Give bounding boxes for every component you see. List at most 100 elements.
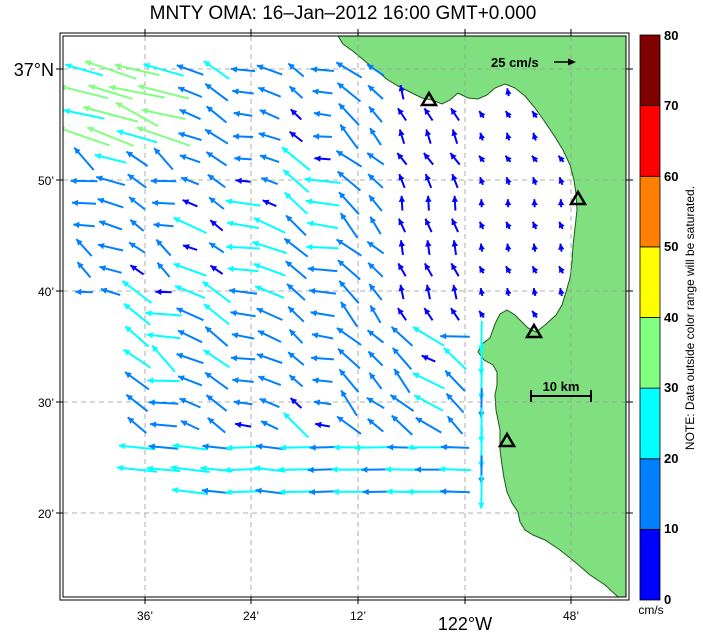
current-vector — [251, 240, 288, 255]
current-vector — [118, 442, 156, 451]
current-vector — [235, 177, 251, 184]
current-vector — [205, 394, 228, 412]
current-vector — [204, 82, 229, 102]
current-vector — [504, 199, 512, 208]
current-vector — [76, 261, 92, 279]
current-vector — [259, 154, 280, 164]
current-vector — [367, 418, 384, 433]
current-vector — [398, 284, 405, 300]
station-marker — [568, 189, 588, 206]
current-vector — [367, 84, 384, 100]
current-vector — [389, 394, 415, 412]
station-marker — [524, 322, 544, 339]
current-vector — [232, 88, 254, 95]
current-vector — [366, 152, 385, 166]
colorbar-units: cm/s — [638, 603, 663, 617]
current-vector — [178, 131, 202, 142]
current-vector — [531, 310, 539, 319]
current-vector — [288, 328, 304, 344]
current-vector — [176, 307, 204, 322]
current-vector — [180, 419, 200, 431]
current-vector — [208, 241, 225, 254]
current-vector — [256, 307, 283, 321]
colorbar-segment — [639, 34, 661, 107]
current-vector — [304, 176, 341, 184]
current-vector — [451, 240, 458, 256]
current-vector — [312, 88, 333, 95]
current-vector — [440, 488, 470, 495]
current-vector — [287, 62, 305, 78]
current-vector — [287, 305, 305, 323]
current-vector — [505, 243, 512, 252]
current-vector — [425, 195, 432, 211]
current-vector — [116, 464, 158, 473]
current-vector — [444, 369, 466, 392]
current-vector — [253, 217, 286, 234]
current-vector — [369, 304, 382, 324]
current-vector — [123, 302, 151, 326]
current-vector — [253, 263, 286, 277]
current-vector — [150, 177, 177, 185]
current-vector — [171, 487, 209, 495]
current-vector — [64, 63, 104, 77]
current-vector — [368, 372, 383, 390]
current-vector — [228, 287, 258, 295]
current-vector — [337, 347, 361, 370]
current-vector — [173, 262, 207, 277]
current-vector — [75, 288, 93, 296]
current-vector — [337, 259, 361, 281]
current-vector — [558, 176, 565, 186]
current-vector — [288, 374, 304, 388]
current-vector — [257, 86, 282, 98]
current-vector — [331, 466, 367, 473]
current-vector — [313, 110, 332, 118]
colorbar-ticks: 80 70 60 50 40 30 20 10 0 — [664, 28, 678, 607]
current-vector — [143, 62, 184, 77]
current-vector — [312, 377, 333, 384]
current-vector — [398, 240, 405, 256]
current-vector — [532, 176, 539, 186]
y-tick-label: 40’ — [38, 285, 54, 299]
colorbar-tick-label: 60 — [664, 169, 678, 184]
current-vector — [100, 287, 121, 296]
colorbar-segment — [639, 387, 661, 460]
current-vector — [504, 110, 512, 119]
current-vector — [398, 129, 406, 144]
current-vector — [335, 150, 363, 168]
current-vector — [336, 238, 362, 257]
current-vector — [557, 155, 565, 163]
current-vector — [257, 329, 282, 343]
x-tick-label: 122°W — [438, 614, 492, 634]
current-vector — [225, 198, 261, 207]
current-vector — [234, 155, 252, 162]
current-vector — [425, 284, 432, 300]
current-vector — [127, 173, 147, 189]
current-vector — [339, 212, 359, 239]
current-vector — [340, 389, 358, 417]
current-vector — [204, 371, 229, 390]
current-vector — [179, 108, 201, 121]
colorbar — [639, 34, 661, 601]
current-vector — [531, 155, 539, 163]
current-vector — [336, 327, 362, 346]
current-vector — [449, 152, 461, 166]
current-vector — [147, 377, 180, 384]
current-vector — [125, 150, 149, 167]
distance-scale-label: 10 km — [543, 379, 580, 394]
current-vector — [177, 375, 203, 387]
current-vector — [260, 420, 279, 431]
current-vector — [366, 329, 385, 344]
current-vector — [340, 301, 358, 328]
current-vector — [557, 199, 565, 208]
current-vector — [208, 196, 225, 210]
current-vector — [141, 107, 186, 120]
current-vector — [398, 195, 406, 211]
current-vector — [558, 221, 565, 230]
current-vector — [309, 444, 336, 451]
current-vector — [391, 414, 413, 436]
colorbar-tick-label: 70 — [664, 98, 678, 113]
current-vector — [311, 355, 334, 362]
current-vector — [128, 196, 146, 211]
current-vector — [311, 66, 334, 73]
